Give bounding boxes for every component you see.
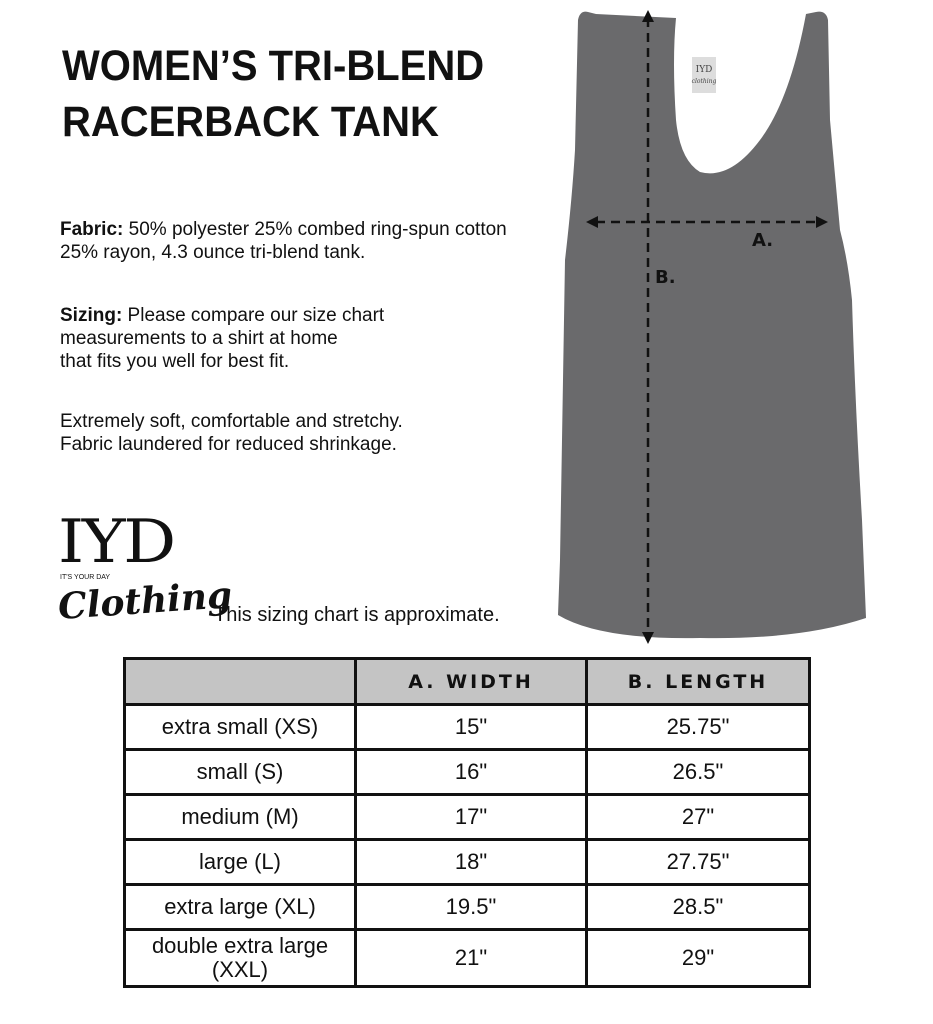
tag [692,57,716,93]
tank-diagram: IYD clothing A. B. [558,10,866,644]
table-header: A. WIDTH B. LENGTH [123,657,811,706]
table-row: extra large (XL) 19.5" 28.5" [123,883,811,931]
size-chart-table: A. WIDTH B. LENGTH extra small (XS) 15" 25… [123,657,811,988]
svg-text:clothing: clothing [692,78,717,85]
table-row: medium (M) 17" 27" [123,793,811,841]
label-b: B. [655,267,676,288]
table-row: large (L) 18" 27.75" [123,838,811,886]
table-row: extra small (XS) 15" 25.75" [123,703,811,751]
fabric-description: Fabric: 50% polyester 25% combed ring-sp… [60,219,507,263]
label-a: A. [752,230,773,251]
svg-text:IYD: IYD [696,65,713,75]
sizing-description: Sizing: Please compare our size chart mea… [60,305,385,372]
tank-image [558,11,866,639]
page-title: WOMEN’S TRI-BLEND RACERBACK TANK [62,42,485,146]
features: Extremely soft, comfortable and stretchy… [60,411,403,455]
table-row: small (S) 16" 26.5" [123,748,811,796]
table-row: double extra large (XXL) 21" 29" [123,928,811,988]
disclaimer: This sizing chart is approximate. [214,604,500,626]
